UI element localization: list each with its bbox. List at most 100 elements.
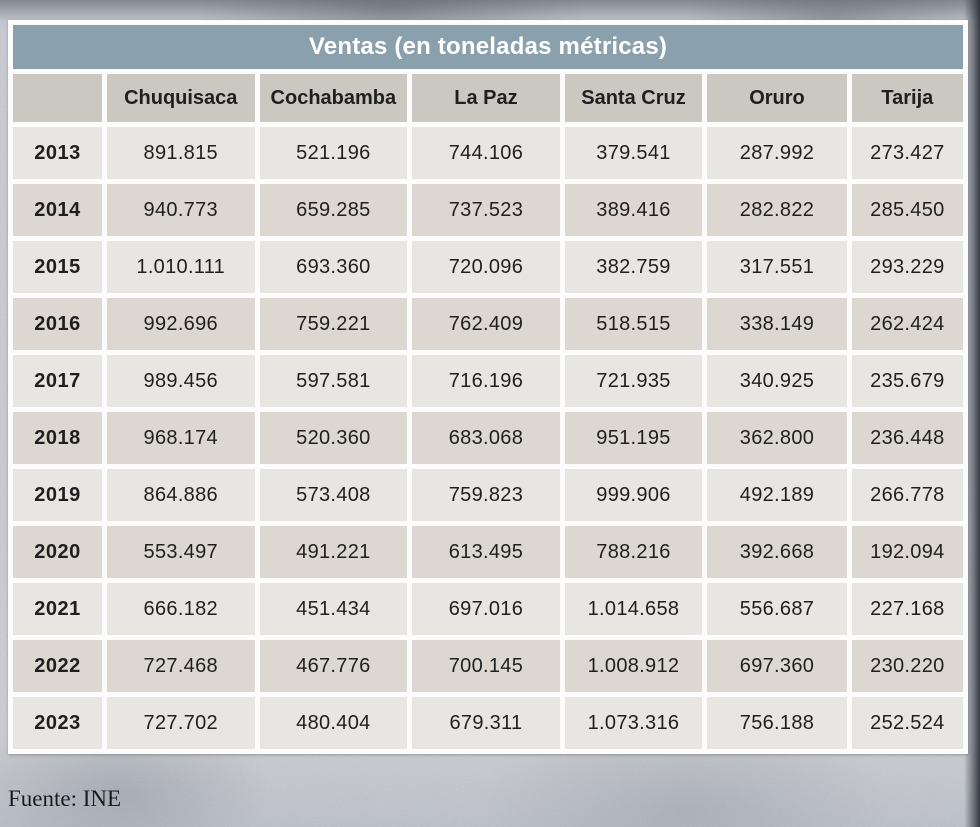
- value-cell: 389.416: [564, 184, 703, 236]
- value-cell: 759.823: [412, 469, 560, 521]
- value-cell: 230.220: [851, 640, 963, 692]
- value-cell: 727.702: [106, 697, 255, 749]
- value-cell: 666.182: [106, 583, 255, 635]
- value-cell: 737.523: [412, 184, 560, 236]
- value-cell: 379.541: [564, 127, 703, 179]
- table-row-2022: 2022 727.468 467.776 700.145 1.008.912 697.36…: [13, 640, 963, 692]
- column-header-oruro: Oruro: [707, 74, 847, 122]
- table-row-2016: 2016 992.696 759.221 762.409 518.515 338.149 2…: [13, 298, 963, 350]
- column-header-tarija: Tarija: [851, 74, 963, 122]
- value-cell: 659.285: [259, 184, 408, 236]
- value-cell: 273.427: [851, 127, 963, 179]
- value-cell: 340.925: [707, 355, 847, 407]
- column-header-row: Chuquisaca Cochabamba La Paz Santa Cruz Orur…: [13, 74, 963, 122]
- table-row-2023: 2023 727.702 480.404 679.311 1.073.316 756.18…: [13, 697, 963, 749]
- value-cell: 492.189: [707, 469, 847, 521]
- value-cell: 1.010.111: [106, 241, 255, 293]
- value-cell: 679.311: [412, 697, 560, 749]
- year-cell: 2017: [13, 355, 102, 407]
- value-cell: 518.515: [564, 298, 703, 350]
- value-cell: 999.906: [564, 469, 703, 521]
- value-cell: 1.008.912: [564, 640, 703, 692]
- top-edge-shadow: [0, 0, 980, 22]
- value-cell: 697.016: [412, 583, 560, 635]
- value-cell: 556.687: [707, 583, 847, 635]
- column-header-chuquisaca: Chuquisaca: [106, 74, 255, 122]
- value-cell: 951.195: [564, 412, 703, 464]
- value-cell: 362.800: [707, 412, 847, 464]
- year-cell: 2015: [13, 241, 102, 293]
- value-cell: 287.992: [707, 127, 847, 179]
- table-row-2018: 2018 968.174 520.360 683.068 951.195 362.800 2…: [13, 412, 963, 464]
- value-cell: 759.221: [259, 298, 408, 350]
- year-cell: 2021: [13, 583, 102, 635]
- corner-cell: [13, 74, 102, 122]
- column-header-cochabamba: Cochabamba: [259, 74, 408, 122]
- value-cell: 227.168: [851, 583, 963, 635]
- value-cell: 573.408: [259, 469, 408, 521]
- year-cell: 2023: [13, 697, 102, 749]
- value-cell: 1.014.658: [564, 583, 703, 635]
- value-cell: 235.679: [851, 355, 963, 407]
- year-cell: 2014: [13, 184, 102, 236]
- value-cell: 720.096: [412, 241, 560, 293]
- sales-table: Ventas (en toneladas métricas) Chuquisac…: [8, 20, 968, 754]
- value-cell: 721.935: [564, 355, 703, 407]
- table-row-2013: 2013 891.815 521.196 744.106 379.541 287.992 2…: [13, 127, 963, 179]
- value-cell: 553.497: [106, 526, 255, 578]
- column-header-la-paz: La Paz: [412, 74, 560, 122]
- value-cell: 338.149: [707, 298, 847, 350]
- table-row-2014: 2014 940.773 659.285 737.523 389.416 282.822 2…: [13, 184, 963, 236]
- year-cell: 2016: [13, 298, 102, 350]
- value-cell: 451.434: [259, 583, 408, 635]
- value-cell: 521.196: [259, 127, 408, 179]
- value-cell: 989.456: [106, 355, 255, 407]
- year-cell: 2019: [13, 469, 102, 521]
- value-cell: 520.360: [259, 412, 408, 464]
- value-cell: 756.188: [707, 697, 847, 749]
- value-cell: 192.094: [851, 526, 963, 578]
- value-cell: 480.404: [259, 697, 408, 749]
- value-cell: 282.822: [707, 184, 847, 236]
- value-cell: 700.145: [412, 640, 560, 692]
- value-cell: 317.551: [707, 241, 847, 293]
- value-cell: 1.073.316: [564, 697, 703, 749]
- value-cell: 788.216: [564, 526, 703, 578]
- value-cell: 697.360: [707, 640, 847, 692]
- value-cell: 992.696: [106, 298, 255, 350]
- table-row-2015: 2015 1.010.111 693.360 720.096 382.759 317.55…: [13, 241, 963, 293]
- year-cell: 2020: [13, 526, 102, 578]
- value-cell: 613.495: [412, 526, 560, 578]
- value-cell: 467.776: [259, 640, 408, 692]
- value-cell: 864.886: [106, 469, 255, 521]
- value-cell: 382.759: [564, 241, 703, 293]
- ventas-table: Ventas (en toneladas métricas) Chuquisac…: [8, 20, 968, 754]
- value-cell: 597.581: [259, 355, 408, 407]
- table-row-2019: 2019 864.886 573.408 759.823 999.906 492.189 2…: [13, 469, 963, 521]
- value-cell: 392.668: [707, 526, 847, 578]
- table-row-2021: 2021 666.182 451.434 697.016 1.014.658 556.68…: [13, 583, 963, 635]
- table-body: 2013 891.815 521.196 744.106 379.541 287.992 2…: [13, 127, 963, 749]
- value-cell: 293.229: [851, 241, 963, 293]
- column-header-santa-cruz: Santa Cruz: [564, 74, 703, 122]
- value-cell: 285.450: [851, 184, 963, 236]
- value-cell: 968.174: [106, 412, 255, 464]
- year-cell: 2018: [13, 412, 102, 464]
- value-cell: 940.773: [106, 184, 255, 236]
- year-cell: 2022: [13, 640, 102, 692]
- value-cell: 683.068: [412, 412, 560, 464]
- value-cell: 693.360: [259, 241, 408, 293]
- value-cell: 236.448: [851, 412, 963, 464]
- value-cell: 716.196: [412, 355, 560, 407]
- value-cell: 744.106: [412, 127, 560, 179]
- value-cell: 252.524: [851, 697, 963, 749]
- table-title: Ventas (en toneladas métricas): [13, 25, 963, 69]
- value-cell: 266.778: [851, 469, 963, 521]
- value-cell: 727.468: [106, 640, 255, 692]
- value-cell: 491.221: [259, 526, 408, 578]
- value-cell: 262.424: [851, 298, 963, 350]
- value-cell: 762.409: [412, 298, 560, 350]
- year-cell: 2013: [13, 127, 102, 179]
- table-row-2017: 2017 989.456 597.581 716.196 721.935 340.925 2…: [13, 355, 963, 407]
- table-row-2020: 2020 553.497 491.221 613.495 788.216 392.668 1…: [13, 526, 963, 578]
